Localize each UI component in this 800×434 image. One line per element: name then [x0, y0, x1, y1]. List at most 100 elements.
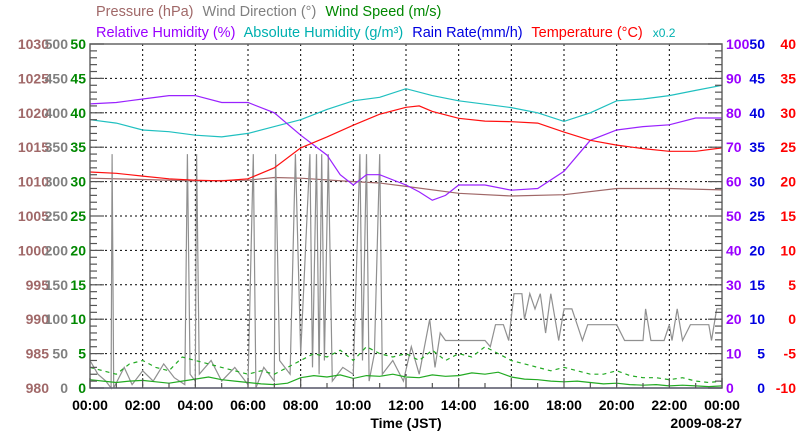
grid — [90, 44, 722, 388]
y-tick-label-humidity: 50 — [726, 208, 742, 224]
y-tick-label-rain-rate: 30 — [749, 174, 765, 190]
y-tick-label-humidity: 100 — [726, 36, 750, 52]
y-tick-label-wind-direction: 250 — [45, 208, 69, 224]
y-tick-label-wind-speed: 50 — [70, 36, 86, 52]
x-tick-label: 20:00 — [599, 397, 635, 413]
x-tick-label: 00:00 — [704, 397, 740, 413]
y-tick-label-pressure: 990 — [26, 311, 50, 327]
series-temperature-c — [89, 105, 723, 182]
x-tick-label: 12:00 — [388, 397, 424, 413]
y-tick-label-temperature: 30 — [780, 105, 796, 121]
x-tick-label: 00:00 — [72, 397, 108, 413]
legend-scale-note: x0.2 — [653, 26, 676, 40]
x-tick-label: 08:00 — [283, 397, 319, 413]
legend-relative-humidity: Relative Humidity (%) — [96, 25, 235, 41]
legend-absolute-humidity: Absolute Humidity (g/m³) — [244, 25, 404, 41]
y-tick-label-humidity: 10 — [726, 346, 742, 362]
x-tick-label: 14:00 — [441, 397, 477, 413]
y-tick-label-temperature: 10 — [780, 242, 796, 258]
y-tick-label-wind-direction: 500 — [45, 36, 69, 52]
x-tick-label: 18:00 — [546, 397, 582, 413]
y-tick-label-wind-speed: 35 — [70, 139, 86, 155]
y-tick-label-wind-speed: 30 — [70, 174, 86, 190]
y-tick-label-temperature: -5 — [784, 346, 797, 362]
legend-rain-rate: Rain Rate(mm/h) — [412, 25, 522, 41]
y-tick-label-wind-direction: 0 — [60, 380, 68, 396]
y-tick-label-wind-direction: 400 — [45, 105, 69, 121]
y-tick-label-pressure: 1010 — [18, 174, 49, 190]
y-tick-label-wind-speed: 40 — [70, 105, 86, 121]
x-tick-label: 16:00 — [493, 397, 529, 413]
y-tick-label-rain-rate: 25 — [749, 208, 765, 224]
y-tick-label-humidity: 40 — [726, 242, 742, 258]
y-tick-label-temperature: 0 — [788, 311, 796, 327]
y-tick-label-temperature: 35 — [780, 70, 796, 86]
y-tick-label-rain-rate: 50 — [749, 36, 765, 52]
y-tick-label-humidity: 20 — [726, 311, 742, 327]
y-tick-label-wind-speed: 45 — [70, 70, 86, 86]
y-tick-label-humidity: 0 — [726, 380, 734, 396]
y-tick-label-rain-rate: 20 — [749, 242, 765, 258]
y-tick-label-temperature: 15 — [780, 208, 796, 224]
y-tick-label-pressure: 1005 — [18, 208, 49, 224]
legend-temperature: Temperature (°C) — [531, 25, 642, 41]
y-tick-label-wind-speed: 15 — [70, 277, 86, 293]
y-tick-label-humidity: 60 — [726, 174, 742, 190]
date-label: 2009-08-27 — [670, 415, 742, 431]
legend-wind-direction: Wind Direction (°) — [203, 4, 317, 20]
y-tick-label-pressure: 1025 — [18, 70, 49, 86]
y-tick-label-wind-direction: 350 — [45, 139, 69, 155]
y-tick-label-pressure: 995 — [26, 277, 50, 293]
x-tick-label: 02:00 — [125, 397, 161, 413]
y-tick-label-humidity: 70 — [726, 139, 742, 155]
legend-line1: Pressure (hPa) Wind Direction (°) Wind S… — [96, 4, 441, 20]
y-tick-label-temperature: 5 — [788, 277, 796, 293]
y-tick-label-wind-direction: 200 — [45, 242, 69, 258]
x-axis-labels: 00:00 02:00 04:00 06:00 08:00 10:00 12:00 14:00… — [72, 397, 740, 413]
legend-pressure: Pressure (hPa) — [96, 4, 194, 20]
y-tick-label-wind-speed: 0 — [78, 380, 86, 396]
y-tick-label-wind-direction: 150 — [45, 277, 69, 293]
y-tick-label-temperature: 40 — [780, 36, 796, 52]
y-tick-label-pressure: 1020 — [18, 105, 49, 121]
y-tick-label-wind-speed: 20 — [70, 242, 86, 258]
y-tick-label-wind-direction: 450 — [45, 70, 69, 86]
x-axis-title: Time (JST) — [370, 415, 441, 431]
y-tick-label-rain-rate: 40 — [749, 105, 765, 121]
y-tick-label-pressure: 985 — [26, 346, 50, 362]
x-tick-label: 22:00 — [651, 397, 687, 413]
y-tick-label-humidity: 30 — [726, 277, 742, 293]
series-wind-direction — [89, 154, 722, 390]
y-tick-label-rain-rate: 35 — [749, 139, 765, 155]
y-tick-label-wind-speed: 5 — [78, 346, 86, 362]
x-tick-label: 06:00 — [230, 397, 266, 413]
x-tick-label: 10:00 — [335, 397, 371, 413]
y-tick-label-pressure: 1030 — [18, 36, 49, 52]
y-tick-label-wind-direction: 300 — [45, 174, 69, 190]
y-tick-label-rain-rate: 45 — [749, 70, 765, 86]
axis-ticks — [89, 43, 723, 389]
series-relative-humidity — [89, 94, 722, 201]
x-tick-label: 04:00 — [177, 397, 213, 413]
y-tick-label-wind-speed: 10 — [70, 311, 86, 327]
y-tick-label-rain-rate: 10 — [749, 311, 765, 327]
y-tick-label-pressure: 1000 — [18, 242, 49, 258]
y-tick-label-humidity: 80 — [726, 105, 742, 121]
y-tick-label-humidity: 90 — [726, 70, 742, 86]
y-tick-label-wind-speed: 25 — [70, 208, 86, 224]
legend-wind-speed: Wind Speed (m/s) — [325, 4, 441, 20]
y-tick-label-temperature: -10 — [776, 380, 796, 396]
y-tick-label-temperature: 20 — [780, 174, 796, 190]
legend-line2: Relative Humidity (%) Absolute Humidity … — [96, 25, 676, 41]
legend: Pressure (hPa) Wind Direction (°) Wind S… — [96, 4, 676, 41]
y-tick-label-pressure: 1015 — [18, 139, 49, 155]
y-tick-label-rain-rate: 0 — [757, 380, 765, 396]
y-tick-label-temperature: 25 — [780, 139, 796, 155]
y-tick-label-rain-rate: 15 — [749, 277, 765, 293]
y-tick-label-wind-direction: 50 — [52, 346, 68, 362]
y-tick-label-wind-direction: 100 — [45, 311, 69, 327]
y-tick-label-pressure: 980 — [26, 380, 50, 396]
series-absolute-humidity-g-m — [89, 84, 723, 138]
y-axis-labels: 9809859909951000100510101015102010251030… — [18, 36, 796, 396]
